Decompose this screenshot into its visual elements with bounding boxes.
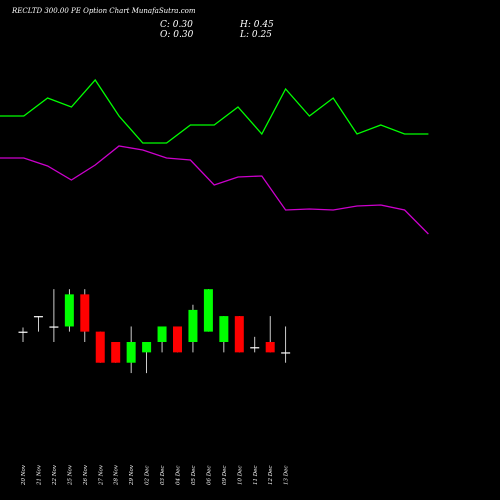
x-tick-label: 20 Nov xyxy=(21,464,27,486)
candle-body-flat xyxy=(281,352,291,354)
candle-body-up xyxy=(188,309,198,342)
x-tick-label: 03 Dec xyxy=(160,466,166,486)
candle-body-flat xyxy=(18,331,28,333)
x-tick-label: 26 Nov xyxy=(83,464,89,486)
candle-body-down xyxy=(95,331,105,363)
candle-body-flat xyxy=(250,347,260,349)
x-tick-label: 29 Nov xyxy=(129,464,135,486)
candle-body-up xyxy=(64,294,74,327)
candle-body-flat xyxy=(49,326,59,328)
x-tick-label: 13 Dec xyxy=(284,466,290,486)
x-tick-label: 21 Nov xyxy=(36,464,42,486)
x-tick-label: 28 Nov xyxy=(114,464,120,486)
x-tick-label: 27 Nov xyxy=(98,464,104,486)
x-tick-label: 05 Dec xyxy=(191,466,197,486)
lower-line-series xyxy=(0,145,429,235)
candle-body-up xyxy=(203,289,213,332)
x-axis-tick-labels: 20 Nov 21 Nov 22 Nov 25 Nov 26 Nov 27 Nov 28 N… xyxy=(21,464,290,486)
x-tick-label: 12 Dec xyxy=(268,466,274,486)
candle-body-flat xyxy=(33,316,43,318)
x-tick-label: 02 Dec xyxy=(145,466,151,486)
candle-body-up xyxy=(157,326,167,342)
x-tick-label: 10 Dec xyxy=(237,466,243,486)
candlestick-group xyxy=(18,289,291,374)
candle-body-up xyxy=(126,342,136,363)
candle-body-down xyxy=(265,342,275,353)
open-value: O: 0.30 xyxy=(160,30,194,40)
x-tick-label: 25 Nov xyxy=(67,464,73,486)
candle-body-down xyxy=(111,342,121,363)
upper-line-series xyxy=(0,78,429,144)
x-tick-label: 06 Dec xyxy=(206,466,212,486)
candle-body-up xyxy=(219,316,229,342)
candle-body-up xyxy=(142,342,152,353)
x-tick-label: 22 Nov xyxy=(52,464,58,486)
line-series-group xyxy=(0,78,429,235)
high-value: H: 0.45 xyxy=(239,20,274,30)
chart-title: RECLTD 300.00 PE Option Chart MunafaSutr… xyxy=(11,7,196,15)
x-tick-label: 11 Dec xyxy=(253,466,259,486)
candle-body-down xyxy=(234,316,244,353)
close-value: C: 0.30 xyxy=(160,20,193,30)
candle-body-down xyxy=(173,326,182,353)
x-tick-label: 09 Dec xyxy=(222,466,228,486)
low-value: L: 0.25 xyxy=(239,30,272,40)
candle-body-down xyxy=(80,294,90,332)
x-tick-label: 04 Dec xyxy=(176,466,182,486)
